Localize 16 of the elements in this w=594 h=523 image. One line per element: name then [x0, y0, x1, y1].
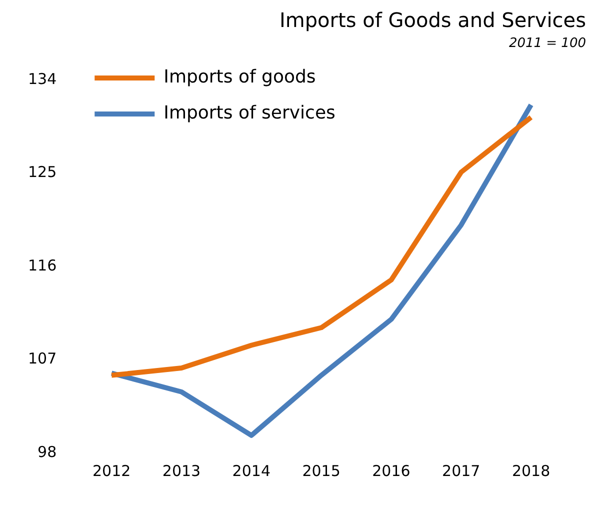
y-tick-label: 98: [38, 442, 57, 461]
x-tick-label: 2016: [372, 462, 410, 480]
legend-label: Imports of goods: [164, 66, 316, 88]
x-tick-label: 2015: [302, 462, 340, 480]
x-tick-label: 2018: [512, 462, 550, 480]
chart-subtitle: 2011 = 100: [508, 36, 586, 51]
y-tick-label: 116: [28, 256, 57, 274]
legend-label: Imports of services: [164, 102, 336, 124]
x-tick-label: 2012: [92, 462, 131, 480]
x-tick-label: 2014: [232, 462, 270, 480]
chart-title: Imports of Goods and Services: [278, 8, 586, 32]
y-tick-label: 134: [28, 70, 57, 88]
y-tick-label: 125: [28, 163, 57, 182]
y-tick-label: 107: [28, 350, 57, 368]
x-tick-label: 2017: [442, 462, 480, 480]
x-tick-label: 2013: [162, 462, 201, 480]
